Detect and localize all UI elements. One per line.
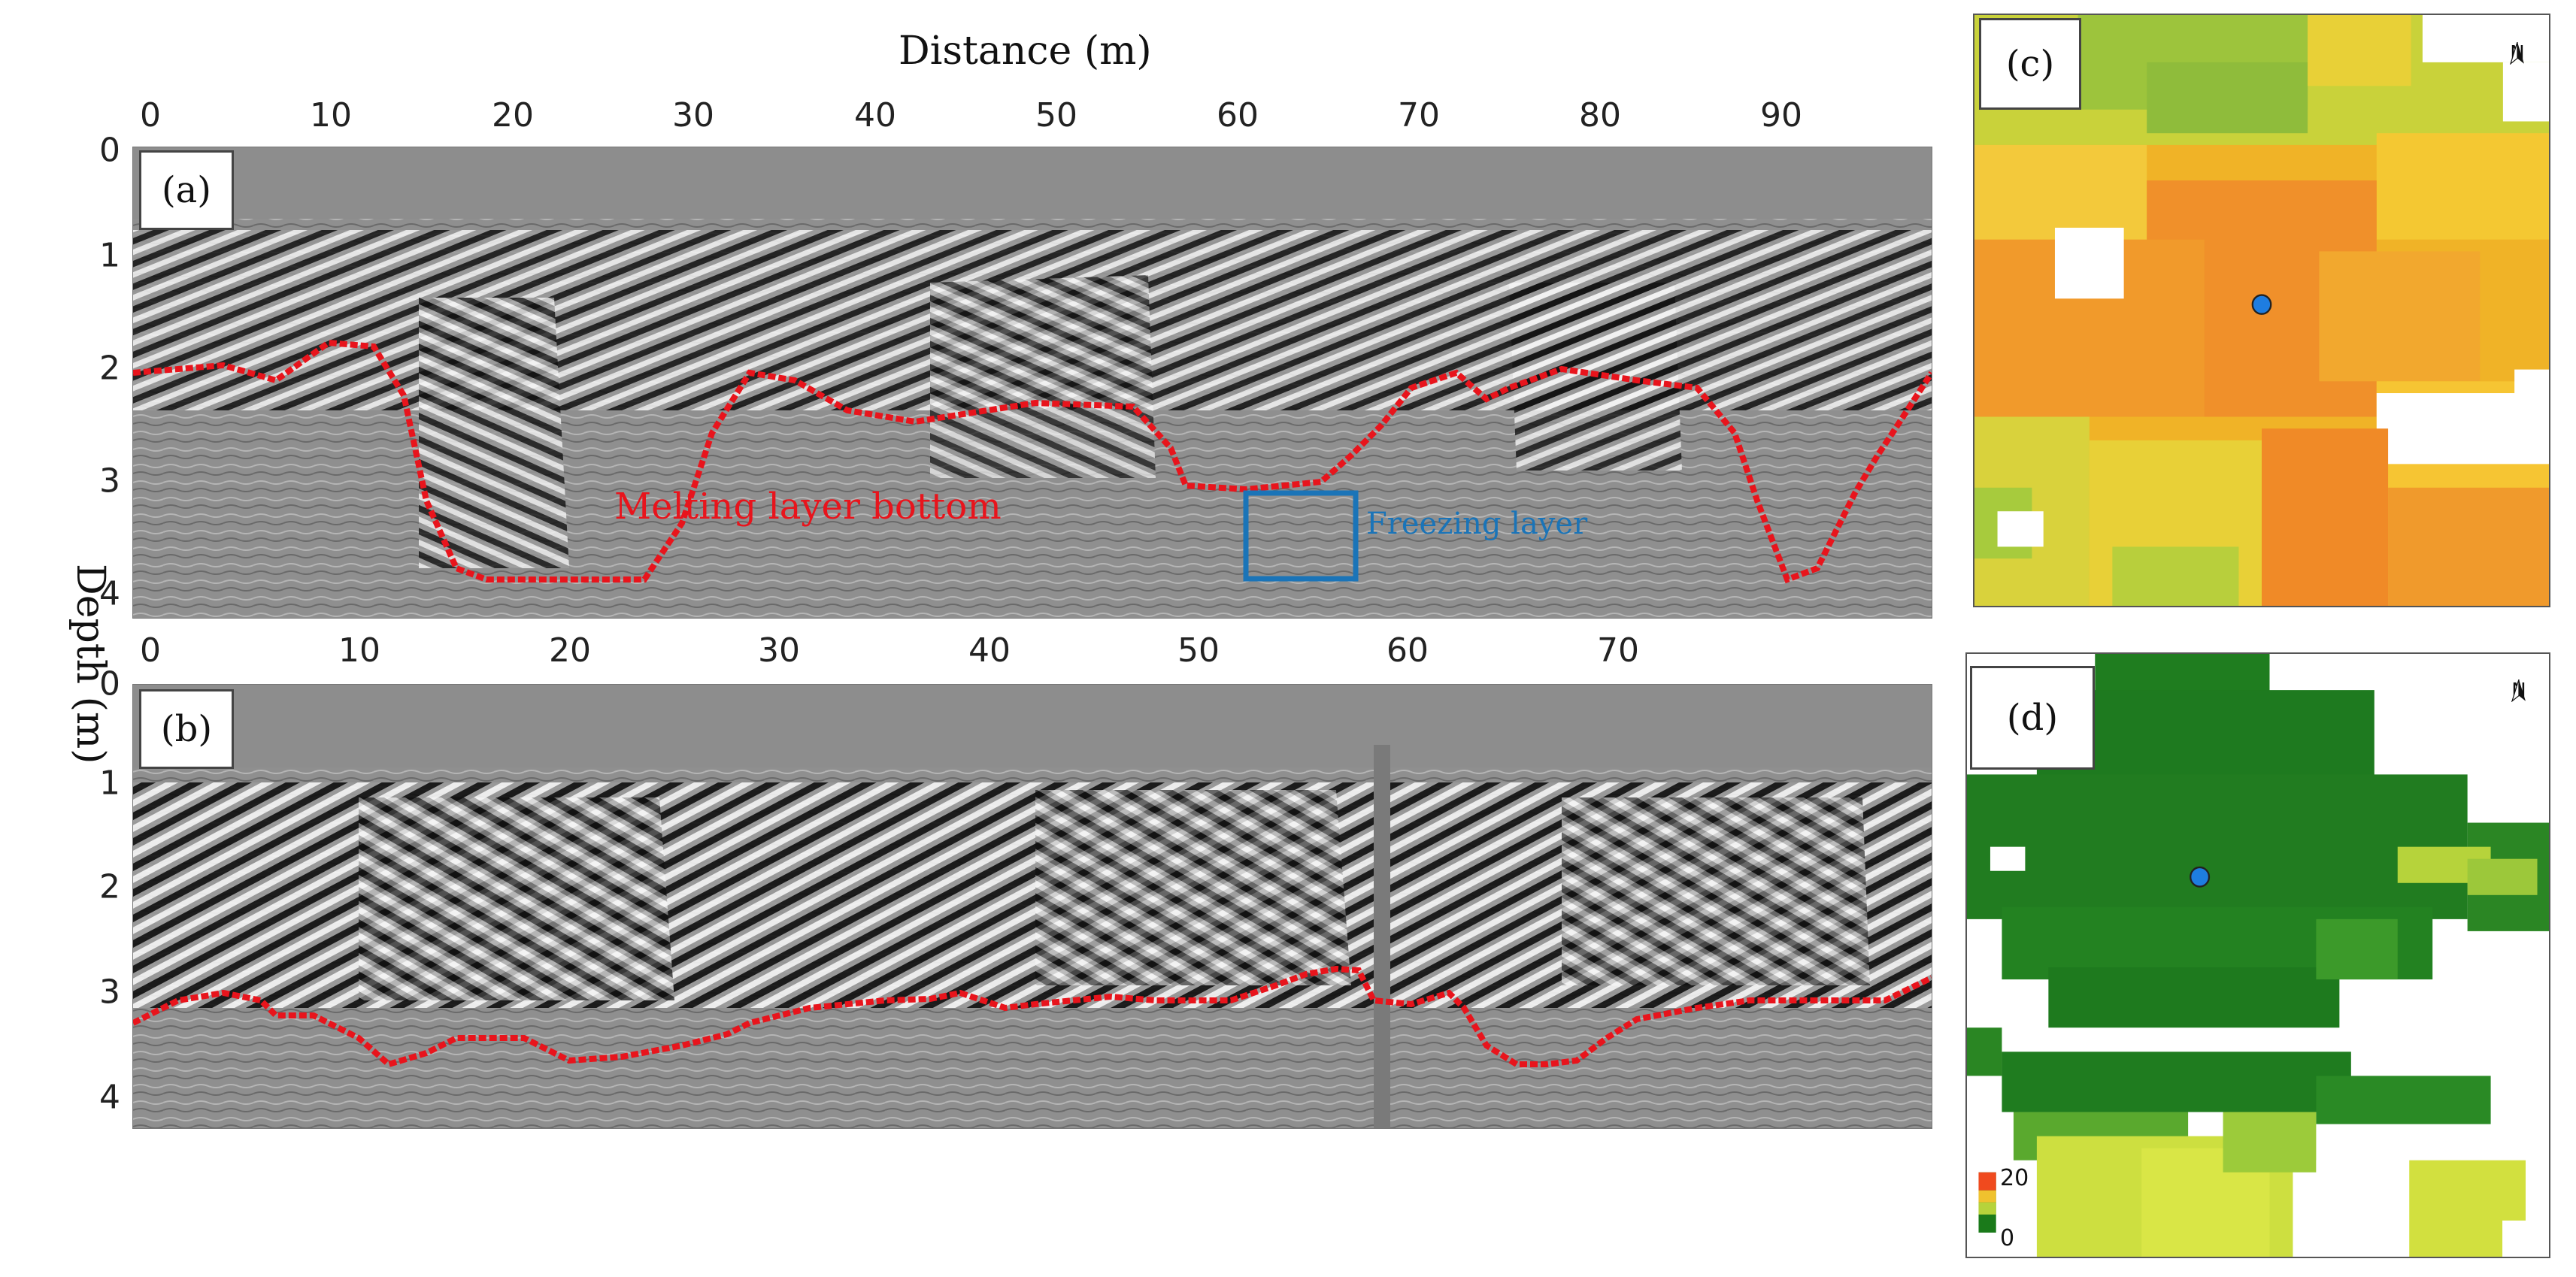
x-tick-a: 10 (310, 96, 352, 135)
x-tick-b: 60 (1386, 631, 1429, 670)
distance-axis-title: Distance (m) (899, 29, 1152, 74)
legend-min: 0 (2000, 1225, 2015, 1251)
y-tick-a: 3 (99, 461, 120, 501)
freezing-layer-annotation: Freezing layer (1366, 507, 1588, 541)
freezing-layer-box (1243, 490, 1359, 582)
radargram-a: (a) Melting layer bottom Freezing layer (132, 147, 1932, 619)
x-tick-b: 30 (758, 631, 800, 670)
y-tick-b: 2 (99, 867, 120, 906)
north-arrow-d: N (2504, 679, 2534, 702)
x-tick-b: 20 (549, 631, 591, 670)
x-tick-a: 40 (854, 96, 896, 135)
y-tick-b: 4 (99, 1078, 120, 1117)
x-tick-a: 0 (140, 96, 161, 135)
y-tick-a: 0 (99, 131, 120, 170)
melting-layer-annotation: Melting layer bottom (614, 486, 1002, 528)
y-tick-a: 1 (99, 236, 120, 275)
legend-max: 20 (2000, 1165, 2029, 1191)
x-tick-a: 70 (1398, 96, 1440, 135)
y-tick-a: 2 (99, 349, 120, 388)
x-tick-b: 10 (338, 631, 380, 670)
x-tick-a: 30 (672, 96, 714, 135)
melting-layer-line-b (133, 965, 1932, 1068)
north-arrow-c: N (2502, 42, 2532, 65)
x-tick-b: 40 (968, 631, 1011, 670)
x-tick-b: 50 (1177, 631, 1220, 670)
panel-c-label: (c) (1979, 18, 2081, 110)
y-tick-b: 0 (99, 664, 120, 704)
site-marker-c (2251, 294, 2272, 315)
site-marker-d (2190, 866, 2211, 888)
melting-layer-line-a (133, 339, 1932, 584)
x-tick-b: 70 (1597, 631, 1639, 670)
map-d: (d) 20 0 N (1965, 652, 2550, 1258)
radargram-b: (b) (132, 684, 1932, 1129)
north-arrow-icon (2509, 42, 2524, 65)
y-tick-b: 1 (99, 764, 120, 803)
x-tick-a: 60 (1217, 96, 1259, 135)
x-tick-a: 50 (1035, 96, 1077, 135)
x-tick-a: 90 (1760, 96, 1802, 135)
x-tick-a: 20 (492, 96, 534, 135)
y-tick-b: 3 (99, 973, 120, 1012)
y-tick-a: 4 (99, 574, 120, 613)
x-tick-b: 0 (140, 631, 161, 670)
panel-a-label: (a) (139, 150, 234, 230)
panel-d-label: (d) (1970, 666, 2095, 770)
panel-b-label: (b) (139, 689, 234, 769)
x-tick-a: 80 (1579, 96, 1621, 135)
map-c: (c) N (1973, 14, 2550, 607)
north-arrow-icon (2511, 679, 2526, 702)
